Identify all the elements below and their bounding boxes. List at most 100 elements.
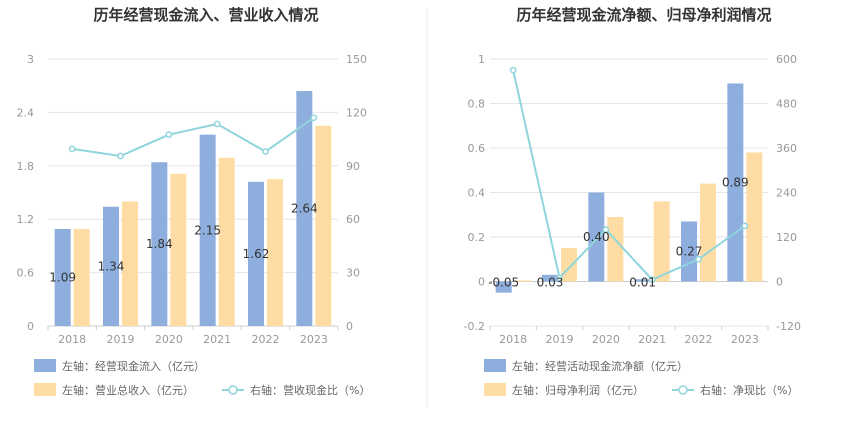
ratio-point [602, 226, 610, 233]
x-tick-label: 2022 [685, 333, 713, 346]
ratio-point [165, 131, 173, 138]
bar-primary [54, 228, 71, 326]
ratio-point [648, 276, 656, 283]
legend-swatch [484, 359, 506, 372]
bar-secondary [607, 216, 624, 282]
ratio-point [695, 255, 702, 263]
ratio-point [310, 114, 318, 122]
y-right-tick-label: 0 [346, 320, 353, 333]
legend-label: 左轴：经营现金流入（亿元） [62, 359, 205, 373]
legend-label: 右轴：营收现金比（%） [250, 383, 370, 397]
chart-panel-1: 历年经营现金流入、营业收入情况 0 0 0.6 30 1.2 60 1.8 90 2.4 120 3 1… [17, 6, 371, 397]
y-left-tick-label: 0.6 [468, 142, 486, 155]
y-left-tick-label: 0.2 [468, 231, 486, 244]
y-right-tick-label: 480 [776, 98, 797, 111]
y-left-tick-label: 0.4 [468, 187, 486, 200]
bar-primary [542, 274, 558, 282]
y-left-tick-label: 0.6 [17, 267, 35, 280]
x-tick-label: 2020 [592, 333, 620, 346]
bar-secondary [746, 152, 763, 282]
y-right-tick-label: 0 [776, 276, 783, 289]
ratio-point [556, 274, 563, 282]
y-left-tick-label: 1.8 [17, 160, 35, 173]
bar-data-label: 1.09 [49, 270, 76, 284]
x-tick-label: 2023 [731, 333, 759, 346]
x-tick-label: 2019 [546, 333, 574, 346]
bar-secondary [267, 179, 283, 326]
legend-label: 右轴：净现比（%） [700, 383, 798, 397]
chart-panel-2: 历年经营现金流净额、归母净利润情况 -0.2 -120 0 0 0.2 120 0.4 240 0… [464, 6, 801, 397]
bar-data-label: -0.05 [488, 276, 519, 290]
bar-primary [634, 279, 651, 282]
x-tick-label: 2021 [638, 333, 666, 346]
bar-primary [103, 206, 119, 326]
bar-primary [151, 162, 168, 326]
y-left-tick-label: 1 [478, 53, 485, 66]
bar-secondary [653, 201, 670, 282]
y-left-tick-label: 0.8 [468, 98, 486, 111]
y-right-tick-label: 120 [346, 106, 367, 119]
y-right-tick-label: 360 [776, 142, 797, 155]
bar-primary [727, 83, 744, 282]
x-tick-label: 2019 [107, 333, 135, 346]
y-right-tick-label: -120 [776, 320, 801, 333]
y-right-tick-label: 60 [346, 213, 360, 226]
y-left-tick-label: 3 [27, 53, 34, 66]
ratio-point [213, 120, 221, 128]
bar-secondary [514, 280, 531, 282]
bar-data-label: 0.40 [583, 230, 610, 244]
legend-label: 左轴：经营活动现金流净额（亿元） [512, 359, 688, 373]
bar-data-label: 0.01 [629, 276, 656, 290]
bar-data-label: 1.34 [98, 259, 125, 273]
bar-primary [248, 181, 264, 326]
x-tick-label: 2020 [155, 333, 183, 346]
bar-secondary [73, 228, 90, 326]
ratio-line [512, 69, 746, 281]
bar-data-label: 2.64 [291, 202, 318, 216]
y-right-tick-label: 600 [776, 53, 797, 66]
x-tick-label: 2023 [300, 333, 328, 346]
bar-secondary [315, 125, 332, 326]
ratio-point [68, 145, 76, 153]
y-right-tick-label: 120 [776, 231, 797, 244]
y-right-tick-label: 90 [346, 160, 360, 173]
bar-primary [296, 91, 313, 326]
y-left-tick-label: 0 [27, 320, 34, 333]
y-left-tick-label: 2.4 [17, 106, 35, 119]
bar-data-label: 2.15 [194, 223, 221, 237]
bar-data-label: 0.03 [537, 276, 564, 290]
bar-secondary [561, 248, 577, 282]
chart-title: 历年经营现金流入、营业收入情况 [93, 6, 318, 24]
ratio-line [72, 116, 315, 158]
bar-data-label: 1.62 [243, 247, 270, 261]
ratio-point [509, 66, 517, 74]
legend-label: 左轴：归母净利润（亿元） [512, 383, 644, 397]
chart-title: 历年经营现金流净额、归母净利润情况 [516, 6, 771, 24]
bar-primary [681, 221, 697, 282]
bar-secondary [218, 157, 235, 326]
bar-data-label: 0.27 [676, 244, 703, 258]
legend-swatch [484, 383, 506, 396]
legend-swatch [34, 359, 56, 372]
legend-label: 左轴：营业总收入（亿元） [62, 383, 194, 397]
legend-swatch-marker [678, 385, 688, 395]
bar-primary [588, 192, 605, 282]
bar-secondary [170, 173, 187, 326]
x-tick-label: 2018 [58, 333, 86, 346]
legend-swatch [34, 383, 56, 396]
bar-secondary [700, 183, 716, 282]
x-tick-label: 2018 [499, 333, 527, 346]
y-left-tick-label: 1.2 [17, 213, 35, 226]
y-left-tick-label: -0.2 [464, 320, 485, 333]
bar-primary [199, 134, 216, 326]
y-right-tick-label: 150 [346, 53, 367, 66]
ratio-point [117, 152, 124, 160]
y-left-tick-label: 0 [478, 276, 485, 289]
ratio-point [741, 222, 749, 230]
bar-secondary [122, 201, 138, 326]
x-tick-label: 2022 [252, 333, 280, 346]
legend-swatch-marker [228, 385, 238, 395]
y-right-tick-label: 240 [776, 187, 797, 200]
bar-data-label: 0.89 [722, 175, 749, 189]
